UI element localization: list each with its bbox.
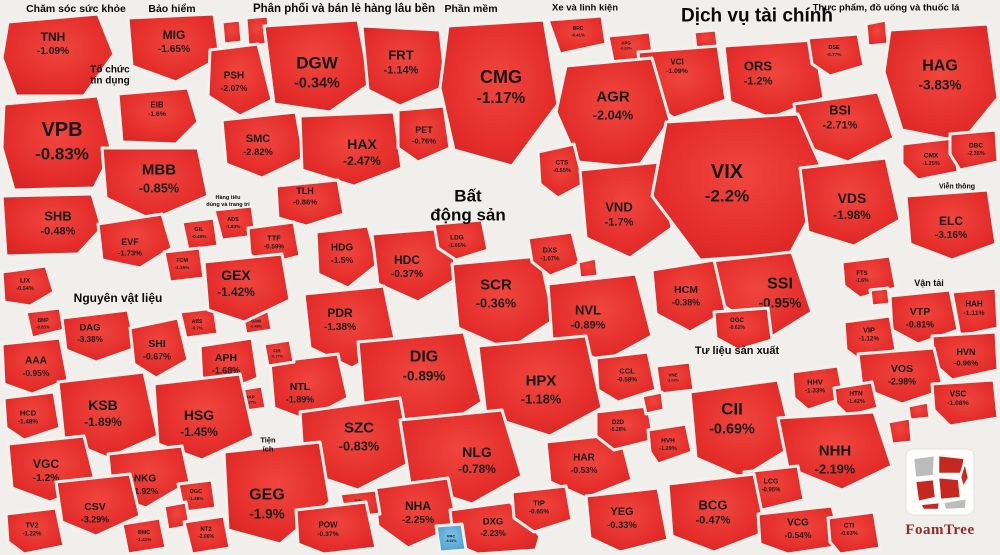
treemap-cell-OGC[interactable] (712, 306, 774, 352)
sector-label-tu-lieu-san-xuat[interactable]: Tư liệu sản xuất (695, 345, 780, 357)
treemap-cell-LDG[interactable] (432, 218, 490, 262)
sector-label-phan-mem[interactable]: Phần mềm (444, 3, 497, 15)
treemap-cell-SCR[interactable] (450, 254, 556, 352)
treemap-cell-small[interactable] (868, 286, 892, 308)
treemap-cell-BCG[interactable] (666, 472, 768, 554)
treemap-cell-AAA[interactable] (0, 336, 70, 396)
treemap-cell-ABS[interactable] (178, 306, 220, 340)
treemap-cell-CTI[interactable] (826, 510, 882, 555)
sector-thuc-pham-o-uong-va-thuoc-la: HAG-3.83%CMX-1.25%DBC-2.35%Thực phẩm, đồ… (813, 3, 1000, 182)
treemap-cell-DSE[interactable] (806, 32, 866, 78)
treemap-cell-PSH[interactable] (206, 42, 274, 118)
treemap-cell-BMC[interactable] (120, 516, 168, 555)
treemap-cell-small[interactable] (906, 400, 932, 422)
sector-label-bat-ong-san-line2[interactable]: động sản (430, 206, 506, 225)
treemap-cell-TCM[interactable] (162, 246, 206, 284)
treemap-cell-VDS[interactable] (798, 156, 902, 248)
treemap-cell-VPB[interactable] (0, 94, 114, 192)
sector-label-bat-ong-san[interactable]: Bất (454, 187, 482, 206)
treemap-cell-CTS[interactable] (536, 142, 586, 200)
treemap-cell-CII[interactable] (688, 378, 796, 480)
sector-label-phan-phoi-va-ban-le-hang-lau-ben[interactable]: Phân phối và bán lẻ hàng lâu bền (253, 3, 435, 15)
treemap-cell-TV2[interactable] (4, 506, 66, 555)
sector-label-tien-ich-line2[interactable]: ích (263, 445, 274, 454)
treemap-cell-SHB[interactable] (0, 192, 104, 258)
treemap-cell-DAG[interactable] (60, 308, 138, 364)
treemap-cell-SHI[interactable] (128, 316, 190, 380)
treemap-cell-HVN[interactable] (930, 330, 1000, 382)
treemap-cell-MIG[interactable] (126, 12, 222, 84)
treemap-cell-HHV[interactable] (790, 364, 846, 412)
treemap-cell-CSV[interactable] (54, 472, 142, 538)
sector-label-hang-tieu-dung-va-trang-tri[interactable]: Hàng tiêu (215, 195, 240, 201)
treemap-cell-small[interactable] (576, 256, 600, 280)
treemap-cell-EVF[interactable] (96, 212, 174, 270)
foamtree-watermark-label[interactable]: FoamTree (905, 522, 975, 538)
treemap-cell-VRC[interactable] (434, 522, 468, 554)
treemap-cell-LIX[interactable] (0, 264, 56, 308)
treemap-cell-EIB[interactable] (116, 86, 200, 146)
treemap-cell-VND[interactable] (578, 160, 674, 260)
treemap-cell-small[interactable] (864, 18, 890, 48)
treemap-cell-CMG[interactable] (438, 18, 560, 168)
sector-label-xe-va-linh-kien[interactable]: Xe và linh kiện (552, 3, 618, 14)
treemap-cell-SMC[interactable] (220, 110, 306, 180)
treemap-cell-HDG[interactable] (314, 224, 380, 290)
treemap-cell-HSG[interactable] (152, 372, 256, 462)
foamtree-logo-icon (905, 448, 975, 520)
sector-label-van-tai[interactable]: Vận tải (914, 278, 944, 288)
treemap-cell-HAH[interactable] (950, 286, 1000, 338)
treemap-cell-NHH[interactable] (776, 410, 894, 492)
treemap-cell-HPX[interactable] (476, 334, 604, 438)
sector-label-dich-vu-tai-chinh[interactable]: Dịch vụ tài chính (681, 6, 833, 27)
sector-to-chuc-tin-dung: VPB-0.83%EIB-1.6%MBB-0.85%SHB-0.48%EVF-1… (0, 64, 210, 270)
treemap-cell-TIP[interactable] (510, 484, 574, 534)
treemap-cell-D2D[interactable] (594, 404, 656, 452)
treemap-cell-POW[interactable] (294, 500, 378, 555)
treemap-cell-FIR[interactable] (262, 338, 296, 368)
sector-label-hang-tieu-dung-va-trang-tri-line2[interactable]: dùng và trang trí (206, 202, 250, 208)
sector-label-thuc-pham-o-uong-va-thuoc-la[interactable]: Thực phẩm, đồ uống và thuốc lá (813, 3, 960, 14)
sector-tu-lieu-san-xuat: VNE-2.03%HVH-1.29%CII-0.69%HHV-1.33% HTN-… (584, 345, 894, 555)
treemap-cell-NT2[interactable] (182, 514, 232, 555)
treemap-cell-GIL[interactable] (180, 216, 220, 252)
treemap-cell-HCM[interactable] (650, 258, 728, 334)
treemap-cell-DXS[interactable] (526, 230, 582, 278)
treemap-cell-VSC[interactable] (930, 378, 1000, 428)
sector-label-tien-ich[interactable]: Tiện (260, 436, 276, 445)
sector-label-bao-hiem[interactable]: Bảo hiểm (148, 3, 195, 15)
sector-label-to-chuc-tin-dung[interactable]: Tổ chức (90, 64, 130, 76)
treemap-cell-VNE[interactable] (654, 360, 696, 396)
treemap-cell-BRC[interactable] (546, 14, 608, 56)
foamtree-watermark[interactable]: FoamTree (903, 448, 977, 544)
treemap-cell-CCL[interactable] (594, 350, 658, 404)
sector-van-tai: VTP-0.81%HAH-1.11%VIP-1.12%HVN-0.96%VOS-… (842, 278, 1000, 446)
treemap-cell-small[interactable] (886, 416, 914, 446)
treemap-cell-small[interactable] (220, 18, 244, 46)
treemap-cell-YEG[interactable] (584, 486, 670, 554)
treemap-cell-DGW[interactable] (262, 18, 372, 114)
treemap-cell-GEX[interactable] (202, 252, 292, 324)
treemap-cell-VCG[interactable] (756, 504, 844, 555)
treemap-cell-HAX[interactable] (298, 110, 404, 188)
treemap-cell-HVH[interactable] (646, 422, 694, 466)
treemap-cell-small[interactable] (640, 390, 666, 416)
sector-label-to-chuc-tin-dung-line2[interactable]: tín dụng (90, 76, 129, 87)
sector-label-nguyen-vat-lieu[interactable]: Nguyên vật liệu (74, 291, 163, 305)
sector-label-vien-thong[interactable]: Viễn thông (939, 182, 975, 191)
treemap-cell-CMX[interactable] (900, 136, 960, 182)
treemap-cell-ELC[interactable] (904, 188, 998, 262)
treemap-cell-MBB[interactable] (100, 146, 210, 222)
treemap-cell-HCD[interactable] (2, 390, 62, 442)
treemap-cell-DBC[interactable] (948, 128, 1000, 172)
sector-label-cham-soc-suc-khoe[interactable]: Chăm sóc sức khỏe (26, 3, 126, 15)
treemap-cell-PET[interactable] (396, 104, 452, 164)
treemap-cell-FRT[interactable] (360, 24, 448, 108)
treemap-cell-TLH[interactable] (274, 178, 346, 228)
